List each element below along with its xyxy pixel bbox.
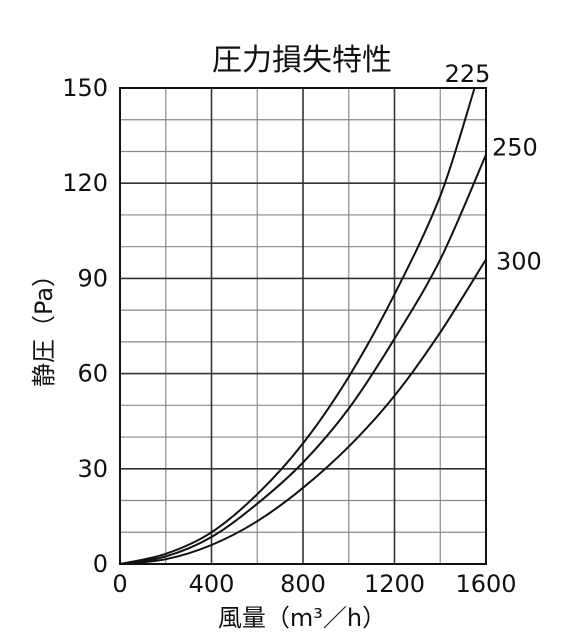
series-label-250: 250 xyxy=(492,134,538,162)
chart-title: 圧力損失特性 xyxy=(212,43,392,78)
y-tick-label: 120 xyxy=(62,169,108,197)
plot-frame xyxy=(119,87,487,565)
series-label-300: 300 xyxy=(496,247,542,275)
series-label-225: 225 xyxy=(445,60,491,88)
y-axis-ticks: 0 30 60 90 120 150 xyxy=(62,74,108,578)
series-labels: 225 250 300 xyxy=(445,60,542,275)
y-tick-label: 150 xyxy=(62,74,108,102)
series-line-250 xyxy=(119,154,487,565)
y-axis-label: 静圧（Pa） xyxy=(30,263,58,387)
x-tick-label: 400 xyxy=(189,570,235,598)
series-curves xyxy=(119,87,487,565)
x-axis-label: 風量（m³／h） xyxy=(218,604,386,632)
series-line-225 xyxy=(119,87,476,565)
y-tick-label: 0 xyxy=(93,550,108,578)
series-line-300 xyxy=(119,258,487,565)
y-tick-label: 90 xyxy=(77,264,108,292)
x-tick-label: 0 xyxy=(112,570,127,598)
major-gridlines xyxy=(119,87,487,565)
x-axis-ticks: 0 400 800 1200 1600 xyxy=(112,570,516,598)
x-tick-label: 1200 xyxy=(364,570,425,598)
x-tick-label: 1600 xyxy=(455,570,516,598)
x-tick-label: 800 xyxy=(280,570,326,598)
y-tick-label: 60 xyxy=(77,360,108,388)
y-tick-label: 30 xyxy=(77,455,108,483)
